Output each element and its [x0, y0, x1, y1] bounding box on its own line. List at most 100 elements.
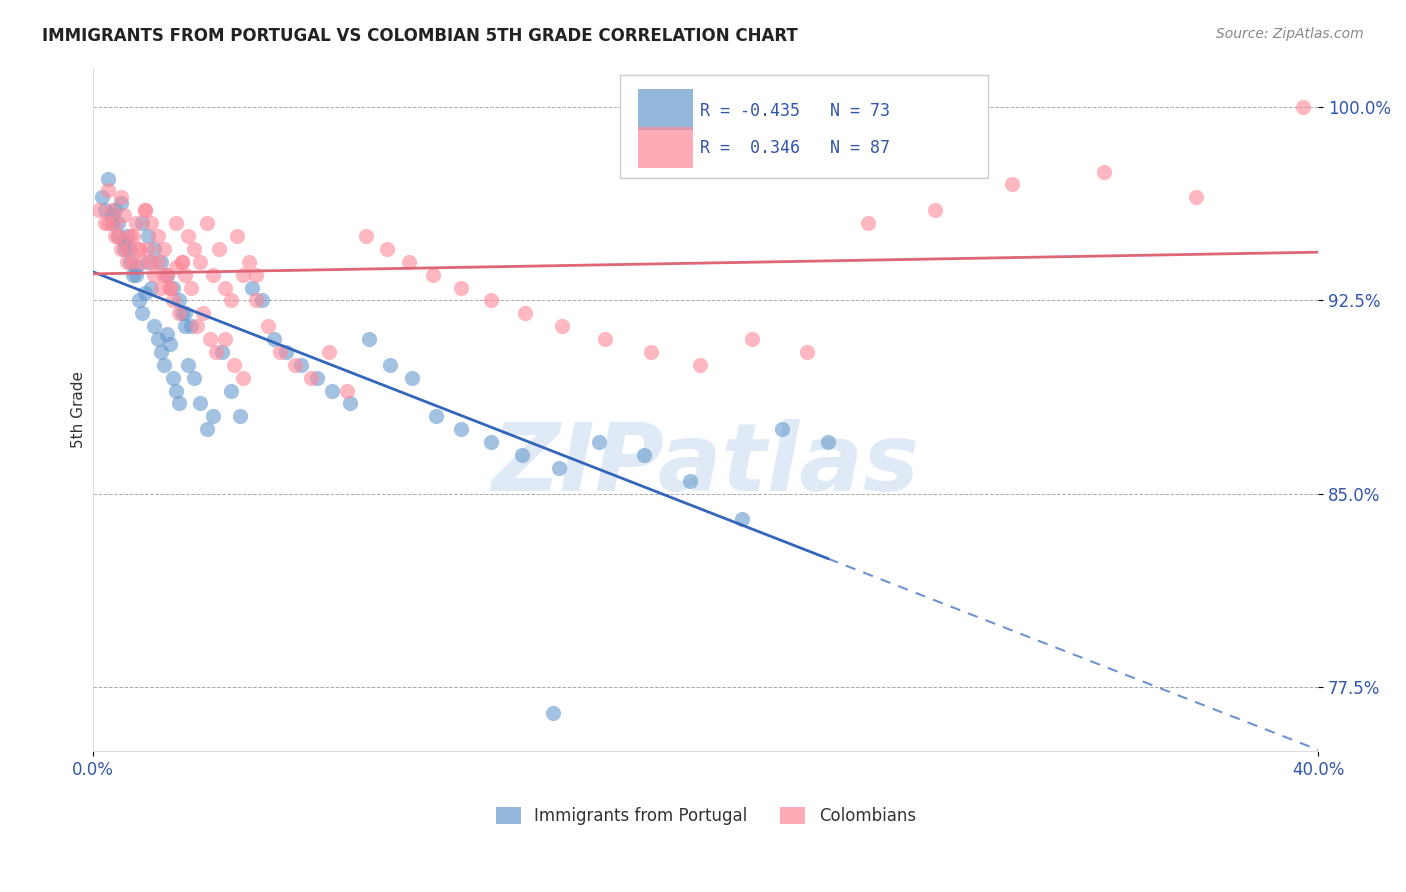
Point: [143, 268, 166, 282]
Point: [91, 190, 114, 204]
Point: [167, 293, 190, 308]
Point: [190, 254, 212, 268]
Point: [211, 345, 233, 359]
Point: [131, 216, 153, 230]
Point: [245, 293, 267, 308]
Point: [162, 370, 184, 384]
Point: [269, 345, 291, 359]
Point: [547, 461, 569, 475]
Point: [856, 216, 879, 230]
Point: [167, 306, 190, 320]
Point: [122, 254, 145, 268]
Point: [796, 345, 818, 359]
Point: [177, 358, 200, 372]
FancyBboxPatch shape: [620, 75, 987, 178]
Point: [141, 280, 163, 294]
Point: [180, 280, 202, 294]
Point: [513, 306, 536, 320]
Point: [170, 254, 193, 268]
Point: [94, 216, 117, 230]
Point: [136, 242, 159, 256]
Point: [731, 512, 754, 526]
Point: [125, 268, 148, 282]
Point: [156, 268, 179, 282]
Point: [208, 242, 231, 256]
Point: [128, 242, 150, 256]
Point: [318, 345, 340, 359]
Point: [422, 268, 444, 282]
Point: [354, 229, 377, 244]
Point: [152, 242, 174, 256]
Point: [134, 203, 156, 218]
Point: [165, 384, 187, 398]
Point: [97, 172, 120, 186]
Point: [195, 216, 218, 230]
Point: [201, 268, 224, 282]
Text: IMMIGRANTS FROM PORTUGAL VS COLOMBIAN 5TH GRADE CORRELATION CHART: IMMIGRANTS FROM PORTUGAL VS COLOMBIAN 5T…: [42, 27, 799, 45]
Point: [115, 229, 138, 244]
Point: [125, 260, 148, 274]
Point: [174, 268, 197, 282]
Point: [134, 203, 156, 218]
Point: [299, 370, 322, 384]
Point: [679, 474, 702, 488]
Point: [115, 254, 138, 268]
Point: [770, 422, 793, 436]
Point: [170, 254, 193, 268]
Y-axis label: 5th Grade: 5th Grade: [72, 371, 86, 449]
Point: [100, 203, 122, 218]
Point: [250, 293, 273, 308]
Point: [159, 337, 181, 351]
Point: [110, 190, 132, 204]
Point: [541, 706, 564, 720]
Point: [115, 242, 138, 256]
Point: [107, 229, 129, 244]
Point: [174, 306, 197, 320]
Point: [214, 332, 236, 346]
Point: [195, 422, 218, 436]
Point: [100, 208, 122, 222]
Point: [177, 229, 200, 244]
Point: [222, 358, 245, 372]
Point: [97, 183, 120, 197]
Point: [118, 254, 141, 268]
Point: [1092, 164, 1115, 178]
Point: [1292, 100, 1315, 114]
Point: [689, 358, 711, 372]
Point: [375, 242, 398, 256]
Point: [321, 384, 343, 398]
Point: [425, 409, 447, 424]
Point: [125, 216, 148, 230]
Point: [110, 195, 132, 210]
Point: [118, 242, 141, 256]
Point: [112, 234, 135, 248]
Point: [214, 280, 236, 294]
Point: [159, 280, 181, 294]
Point: [593, 332, 616, 346]
Point: [174, 319, 197, 334]
Point: [479, 435, 502, 450]
Point: [204, 345, 226, 359]
Point: [510, 448, 533, 462]
Point: [136, 254, 159, 268]
Point: [245, 268, 267, 282]
Point: [290, 358, 312, 372]
Point: [94, 203, 117, 218]
Point: [186, 319, 208, 334]
Point: [232, 268, 254, 282]
FancyBboxPatch shape: [638, 89, 693, 130]
Point: [263, 332, 285, 346]
Point: [165, 216, 187, 230]
Point: [450, 422, 472, 436]
Point: [401, 370, 423, 384]
Point: [143, 242, 166, 256]
Point: [170, 306, 193, 320]
Point: [229, 409, 252, 424]
Point: [551, 319, 574, 334]
Legend: Immigrants from Portugal, Colombians: Immigrants from Portugal, Colombians: [489, 801, 922, 832]
Point: [141, 254, 163, 268]
Point: [305, 370, 328, 384]
Point: [149, 280, 172, 294]
FancyBboxPatch shape: [638, 127, 693, 168]
Point: [633, 448, 655, 462]
